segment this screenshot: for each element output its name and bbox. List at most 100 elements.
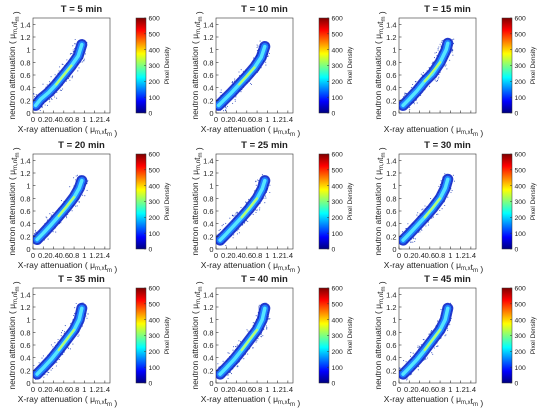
- scatter-point: [453, 38, 455, 40]
- scatter-point: [33, 95, 36, 98]
- scatter-point: [49, 81, 51, 83]
- scatter-point: [33, 364, 35, 367]
- scatter-point: [73, 177, 75, 179]
- scatter-point: [57, 338, 59, 341]
- colorbar-tick-label: 100: [332, 231, 344, 238]
- scatter-point: [430, 198, 432, 200]
- y-tick-label: 0.8: [20, 328, 30, 337]
- colorbar-tick-label: 200: [515, 215, 527, 222]
- x-tick-label: 0.6: [242, 385, 252, 394]
- y-tick-label: 0.8: [203, 328, 213, 337]
- y-tick-label: 1.4: [20, 156, 30, 165]
- scatter-point: [440, 308, 442, 311]
- density-peak: [423, 61, 442, 83]
- panel-title: T = 40 min: [241, 274, 288, 285]
- x-tick-label: 0.8: [435, 251, 445, 260]
- scatter-point: [232, 215, 234, 217]
- scatter-point: [244, 201, 247, 203]
- scatter-point: [446, 68, 448, 70]
- scatter-point: [73, 314, 75, 317]
- y-tick-label: 1.4: [203, 156, 213, 165]
- colorbar-tick-label: 100: [332, 365, 344, 372]
- scatter-point: [59, 66, 61, 68]
- density-peak: [423, 328, 442, 352]
- y-tick-label: 0.8: [20, 194, 30, 203]
- y-tick-label: 1.4: [20, 290, 30, 299]
- y-tick-label: 0: [26, 109, 30, 118]
- scatter-point: [438, 185, 440, 187]
- y-tick-label: 1.4: [386, 20, 396, 29]
- colorbar-label: Pixel Density: [347, 182, 354, 220]
- colorbar-tick-label: 300: [149, 63, 161, 70]
- scatter-point: [74, 312, 76, 314]
- x-tick-label: 1.2: [455, 385, 465, 394]
- scatter-point: [410, 86, 412, 89]
- scatter-point: [226, 105, 229, 107]
- colorbar-label: Pixel Density: [530, 316, 537, 354]
- y-tick-label: 0.4: [20, 84, 30, 93]
- scatter-point: [452, 54, 454, 56]
- x-tick-label: 0.4: [48, 115, 58, 124]
- y-tick-label: 0: [392, 245, 396, 254]
- scatter-point: [449, 59, 451, 61]
- colorbar-tick-label: 400: [332, 47, 344, 54]
- scatter-point: [31, 97, 32, 98]
- colorbar-tick-label: 600: [515, 16, 527, 23]
- y-tick-label: 1: [392, 182, 396, 191]
- scatter-point: [42, 355, 44, 357]
- colorbar-tick-label: 0: [515, 111, 519, 118]
- scatter-point: [416, 214, 418, 216]
- scatter-point: [416, 102, 418, 104]
- y-tick-label: 0.2: [386, 232, 396, 241]
- scatter-point: [71, 52, 73, 55]
- y-tick-label: 1.2: [20, 169, 30, 178]
- scatter-point: [435, 51, 437, 53]
- scatter-point: [83, 58, 85, 60]
- x-tick-label: 0.2: [221, 385, 231, 394]
- scatter-point: [225, 109, 227, 111]
- scatter-point: [216, 95, 217, 97]
- y-tick-label: 0.8: [386, 194, 396, 203]
- scatter-point: [266, 328, 268, 330]
- scatter-point: [259, 40, 261, 42]
- scatter-point: [64, 331, 66, 333]
- scatter-point: [413, 103, 415, 105]
- scatter-point: [86, 189, 88, 191]
- scatter-point: [238, 228, 240, 230]
- scatter-point: [422, 72, 424, 74]
- density-peak: [57, 196, 76, 218]
- scatter-point: [54, 342, 56, 344]
- y-tick-label: 1.2: [203, 169, 213, 178]
- scatter-point: [432, 353, 434, 355]
- scatter-point: [417, 346, 419, 349]
- scatter-point: [34, 229, 36, 231]
- x-tick-label: 0.6: [59, 115, 69, 124]
- colorbar-tick-label: 200: [149, 79, 161, 86]
- scatter-point: [52, 211, 54, 213]
- scatter-point: [262, 335, 264, 337]
- y-tick-label: 0.4: [203, 220, 213, 229]
- scatter-point: [410, 241, 412, 243]
- y-tick-label: 1: [26, 46, 30, 55]
- colorbar-tick-label: 500: [149, 301, 161, 308]
- scatter-point: [82, 194, 84, 196]
- x-tick-label: 0.8: [252, 251, 262, 260]
- colorbar-label: Pixel Density: [347, 46, 354, 84]
- y-tick-label: 0.6: [386, 71, 396, 80]
- scatter-point: [434, 52, 436, 54]
- scatter-point: [216, 96, 217, 98]
- scatter-point: [236, 212, 239, 214]
- scatter-point: [439, 209, 441, 212]
- scatter-point: [72, 45, 74, 47]
- density-cloud: [399, 302, 454, 381]
- scatter-point: [56, 91, 58, 93]
- y-tick-label: 0.4: [203, 354, 213, 363]
- y-tick-label: 0.2: [386, 366, 396, 375]
- panel-title: T = 45 min: [424, 274, 471, 285]
- scatter-point: [48, 371, 50, 373]
- density-peak: [240, 197, 259, 219]
- y-tick-label: 0.2: [20, 366, 30, 375]
- scatter-point: [240, 206, 242, 209]
- colorbar-tick-label: 600: [332, 286, 344, 293]
